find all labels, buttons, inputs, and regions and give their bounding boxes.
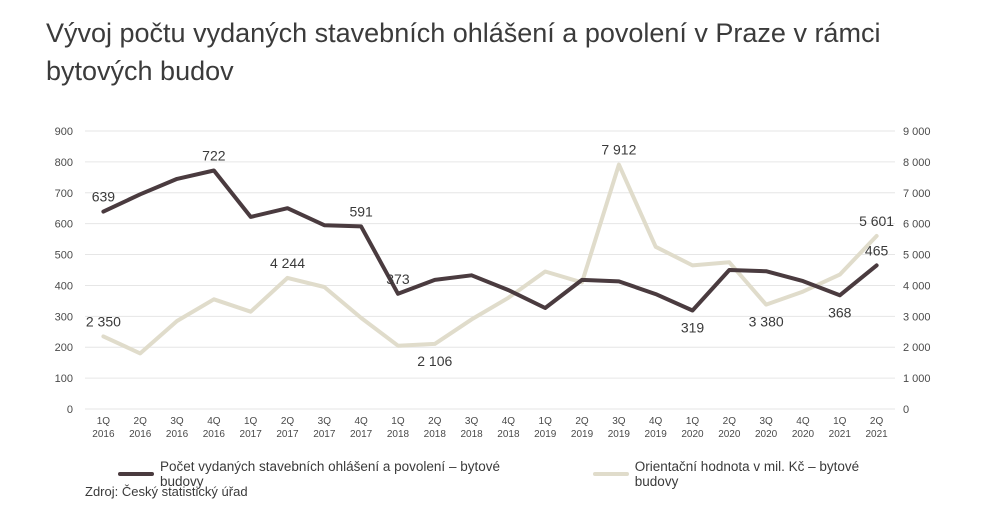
x-tick-label-year: 2019 bbox=[645, 429, 668, 440]
right-tick-label: 0 bbox=[903, 404, 909, 416]
line-chart: 0 100 200 300 400 500 600 700 800 900 0 1 000 2 000… bbox=[55, 126, 931, 440]
x-tick-label-year: 2017 bbox=[240, 429, 263, 440]
right-tick-label: 8 000 bbox=[903, 157, 931, 169]
x-tick-label-year: 2021 bbox=[829, 429, 852, 440]
x-tick-label-year: 2016 bbox=[129, 429, 152, 440]
legend-label-value: Orientační hodnota v mil. Kč – bytové bu… bbox=[634, 459, 860, 489]
grid-lines bbox=[85, 130, 895, 410]
right-tick-label: 1 000 bbox=[903, 373, 931, 385]
x-tick-label-year: 2019 bbox=[608, 429, 631, 440]
data-label-value: 7 912 bbox=[601, 142, 636, 158]
left-tick-label: 800 bbox=[55, 157, 73, 169]
x-tick-label-quarter: 1Q bbox=[391, 416, 405, 427]
legend-swatch-value bbox=[592, 472, 629, 476]
x-tick-label-quarter: 2Q bbox=[870, 416, 884, 427]
x-tick-label-quarter: 3Q bbox=[465, 416, 479, 427]
left-tick-label: 600 bbox=[55, 219, 73, 231]
left-tick-label: 500 bbox=[55, 250, 73, 262]
x-tick-label-quarter: 1Q bbox=[686, 416, 700, 427]
x-tick-label-quarter: 4Q bbox=[354, 416, 368, 427]
x-tick-label-quarter: 1Q bbox=[539, 416, 553, 427]
x-tick-label-quarter: 3Q bbox=[318, 416, 332, 427]
x-tick-label-year: 2019 bbox=[571, 429, 594, 440]
left-tick-label: 700 bbox=[55, 188, 73, 200]
left-tick-label: 100 bbox=[55, 373, 73, 385]
data-label-value: 2 350 bbox=[86, 313, 121, 329]
x-tick-label-year: 2017 bbox=[350, 429, 373, 440]
right-tick-label: 7 000 bbox=[903, 188, 931, 200]
x-tick-label-quarter: 2Q bbox=[281, 416, 295, 427]
x-tick-label-year: 2018 bbox=[424, 429, 447, 440]
x-tick-label-year: 2018 bbox=[497, 429, 520, 440]
x-tick-label-quarter: 4Q bbox=[207, 416, 221, 427]
x-tick-label-year: 2019 bbox=[534, 429, 557, 440]
x-tick-label-quarter: 1Q bbox=[97, 416, 111, 427]
x-tick-label-year: 2017 bbox=[276, 429, 299, 440]
legend-item-permits: Počet vydaných stavebních ohlášení a pov… bbox=[118, 459, 527, 489]
x-tick-label-year: 2018 bbox=[460, 429, 483, 440]
right-tick-label: 9 000 bbox=[903, 126, 931, 138]
series-lines bbox=[101, 162, 879, 356]
x-tick-label-quarter: 4Q bbox=[649, 416, 663, 427]
source-note: Zdroj: Český statistický úřad bbox=[85, 484, 248, 499]
right-tick-label: 2 000 bbox=[903, 342, 931, 354]
data-label-permits: 465 bbox=[865, 242, 889, 258]
data-label-value: 4 244 bbox=[270, 255, 305, 271]
data-label-permits: 368 bbox=[828, 304, 852, 320]
x-tick-label-quarter: 2Q bbox=[575, 416, 589, 427]
legend-item-value: Orientační hodnota v mil. Kč – bytové bu… bbox=[592, 459, 892, 489]
chart-title: Vývoj počtu vydaných stavebních ohlášení… bbox=[46, 18, 881, 86]
x-tick-label-year: 2017 bbox=[313, 429, 336, 440]
x-tick-label-year: 2021 bbox=[865, 429, 888, 440]
data-labels: 639 722 591 373 319 368 465 2 350 4 244 2 106 7 91… bbox=[86, 142, 894, 369]
x-tick-label-year: 2020 bbox=[755, 429, 778, 440]
data-label-permits: 591 bbox=[349, 203, 373, 219]
series-line-value bbox=[101, 162, 879, 356]
left-axis-ticks: 0 100 200 300 400 500 600 700 800 900 bbox=[55, 126, 73, 416]
x-tick-label-quarter: 3Q bbox=[170, 416, 184, 427]
data-label-value: 3 380 bbox=[749, 314, 784, 330]
x-tick-label-quarter: 2Q bbox=[428, 416, 442, 427]
right-axis-ticks: 0 1 000 2 000 3 000 4 000 5 000 6 000 7 000 8 00… bbox=[903, 126, 931, 416]
right-tick-label: 6 000 bbox=[903, 219, 931, 231]
legend: Počet vydaných stavebních ohlášení a pov… bbox=[118, 459, 958, 489]
x-tick-label-quarter: 1Q bbox=[833, 416, 847, 427]
x-tick-label-year: 2016 bbox=[92, 429, 115, 440]
x-tick-label-year: 2020 bbox=[681, 429, 704, 440]
left-tick-label: 300 bbox=[55, 311, 73, 323]
x-tick-label-year: 2018 bbox=[387, 429, 410, 440]
x-tick-label-quarter: 4Q bbox=[502, 416, 516, 427]
series-line-permits bbox=[101, 168, 879, 313]
x-tick-label-quarter: 2Q bbox=[723, 416, 737, 427]
data-label-value: 2 106 bbox=[417, 353, 452, 369]
data-label-permits: 373 bbox=[386, 271, 410, 287]
x-tick-label-quarter: 3Q bbox=[612, 416, 626, 427]
legend-label-permits: Počet vydaných stavebních ohlášení a pov… bbox=[160, 459, 500, 489]
legend-swatch-permits bbox=[118, 472, 154, 476]
data-label-permits: 639 bbox=[92, 189, 116, 205]
left-tick-label: 0 bbox=[67, 404, 73, 416]
left-tick-label: 900 bbox=[55, 126, 73, 138]
right-tick-label: 3 000 bbox=[903, 311, 931, 323]
left-tick-label: 400 bbox=[55, 280, 73, 292]
x-tick-label-year: 2020 bbox=[792, 429, 815, 440]
x-tick-label-quarter: 1Q bbox=[244, 416, 258, 427]
x-tick-label-quarter: 4Q bbox=[796, 416, 810, 427]
data-label-permits: 722 bbox=[202, 148, 226, 164]
left-tick-label: 200 bbox=[55, 342, 73, 354]
right-tick-label: 5 000 bbox=[903, 250, 931, 262]
x-axis-ticks: 1Q 2016 2Q 2016 3Q 2016 4Q 2016 1Q 2017 2Q 2017 3Q 20… bbox=[92, 416, 888, 440]
x-tick-label-quarter: 2Q bbox=[134, 416, 148, 427]
x-tick-label-year: 2020 bbox=[718, 429, 741, 440]
right-tick-label: 4 000 bbox=[903, 280, 931, 292]
data-label-value: 5 601 bbox=[859, 213, 894, 229]
data-label-permits: 319 bbox=[681, 319, 705, 335]
x-tick-label-year: 2016 bbox=[203, 429, 226, 440]
x-tick-label-quarter: 3Q bbox=[759, 416, 773, 427]
x-tick-label-year: 2016 bbox=[166, 429, 189, 440]
